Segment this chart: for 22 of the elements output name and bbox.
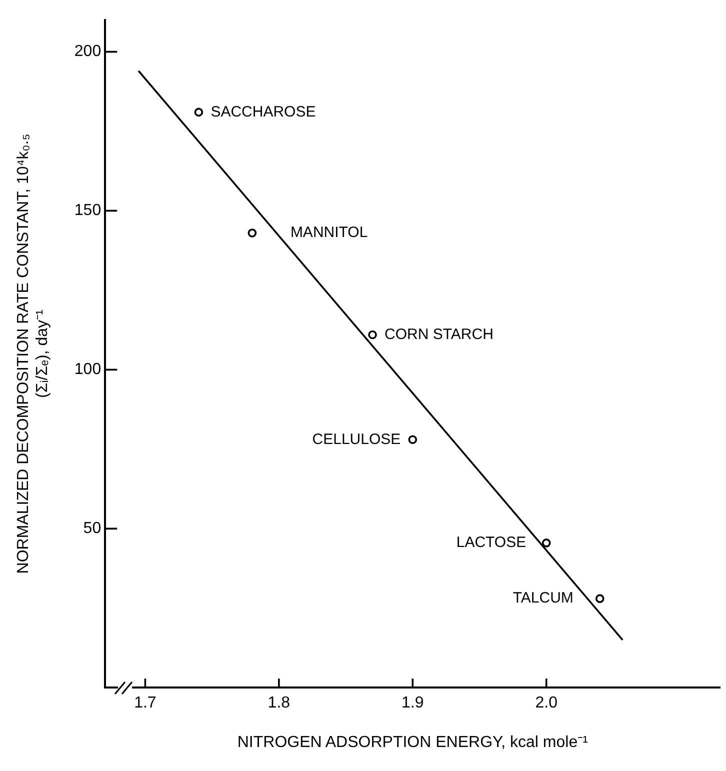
y-tick-label: 100 [74, 361, 102, 378]
point [194, 108, 204, 117]
point [595, 594, 604, 603]
y-tick-label: 50 [83, 520, 102, 538]
y-tick-label: 200 [74, 43, 102, 60]
annotation: TALCUM [512, 590, 574, 607]
x-axis-title: NITROGEN ADSORPTION ENERGY, kcal mole⁻¹ [237, 734, 588, 751]
annotation: SACCHAROSE [210, 103, 316, 120]
annotation: CELLULOSE [312, 430, 401, 448]
point [248, 228, 257, 238]
x-tick-label: 1.8 [268, 694, 290, 712]
annotation: CORN STARCH [384, 326, 494, 343]
point [542, 538, 551, 548]
annotation: LACTOSE [456, 534, 526, 552]
point [408, 435, 418, 444]
y-axis-title: NORMALIZED DECOMPOSITION RATE CONSTANT, 10⁴k₀.₅ (Σᵢ/Σₑ), day⁻¹ [15, 134, 52, 574]
x-tick-label: 1.7 [134, 694, 156, 712]
y-tick-label: 150 [74, 202, 102, 220]
x-tick-label: 1.9 [402, 694, 424, 712]
x-tick-label: 2.0 [535, 694, 558, 712]
point [368, 330, 377, 340]
annotation: MANNITOL [290, 224, 368, 242]
